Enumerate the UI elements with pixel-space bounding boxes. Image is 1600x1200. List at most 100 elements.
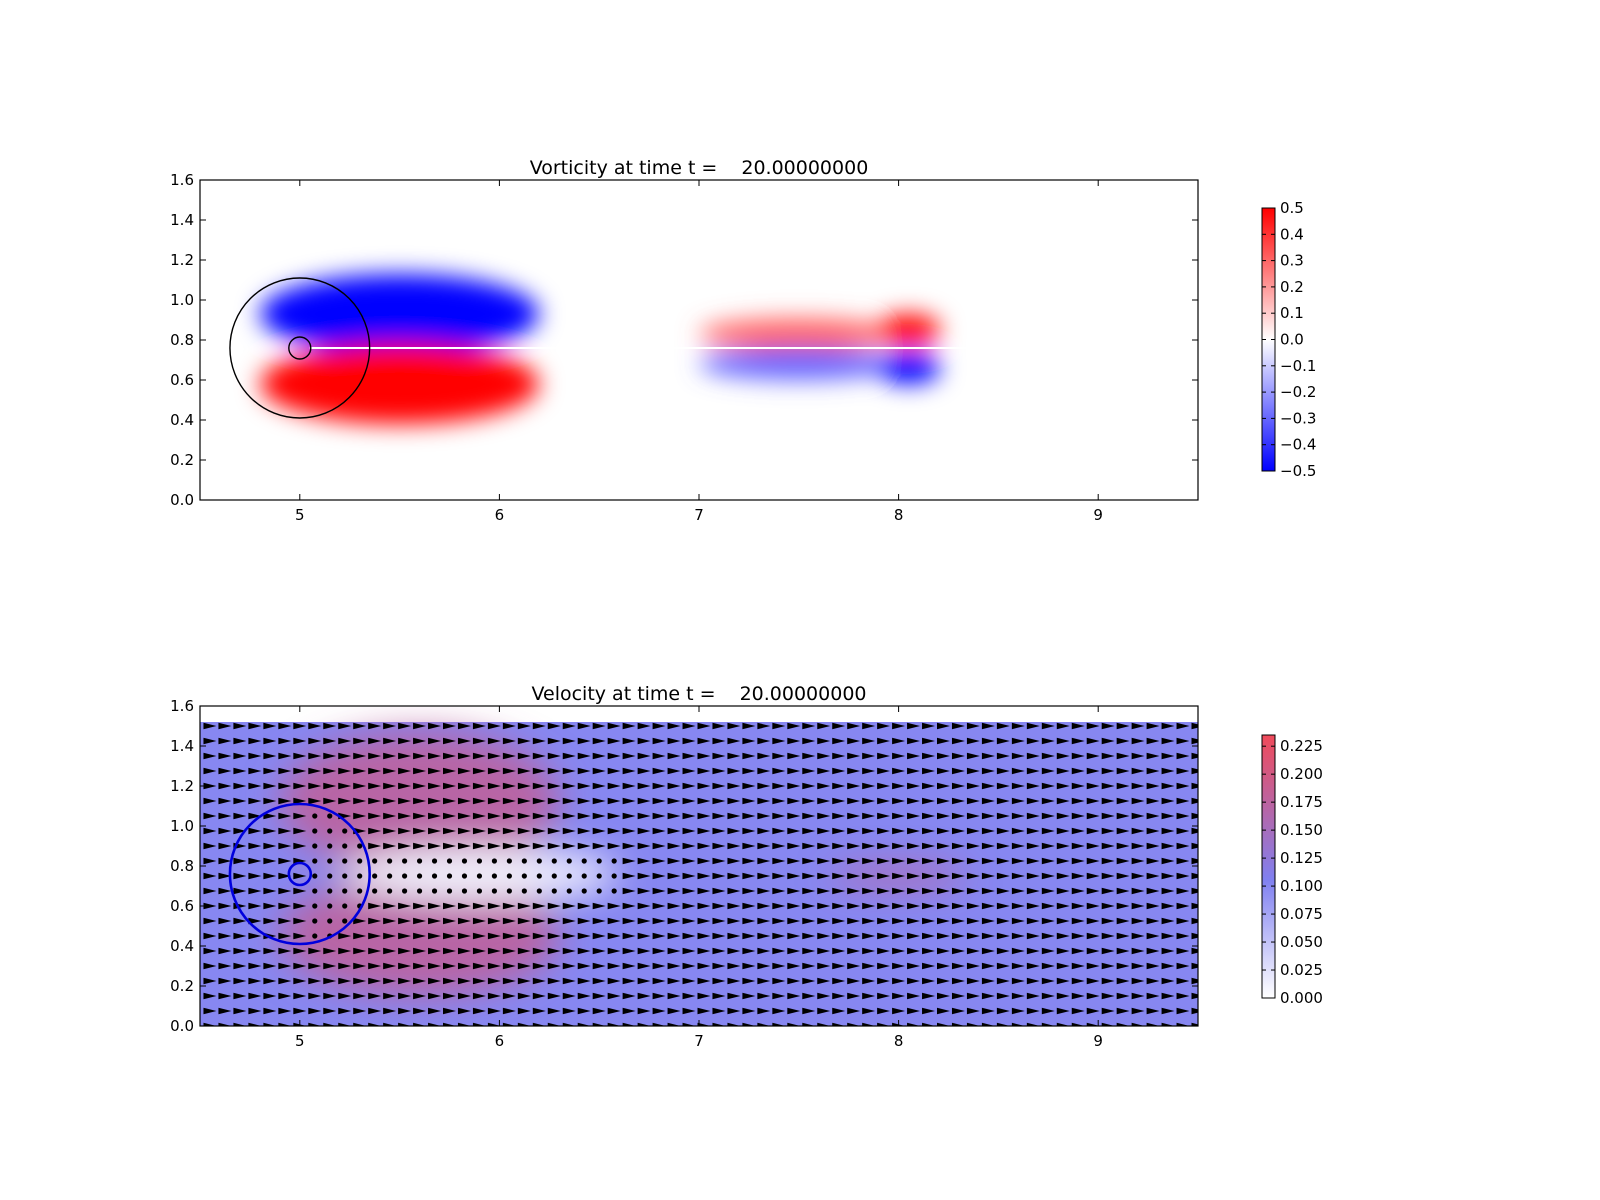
quiver-arrow [667,962,681,970]
quiver-arrow [368,767,382,775]
quiver-arrow [832,827,846,835]
quiver-arrow [263,827,277,835]
quiver-arrow [907,737,921,745]
quiver-arrow [682,902,696,910]
quiver-arrow [712,917,726,925]
quiver-arrow [428,1022,442,1026]
quiver-arrow [922,917,936,925]
quiver-arrow [787,857,801,865]
quiver-dot [536,858,542,864]
quiver-arrow [278,872,292,880]
quiver-arrow [862,887,876,895]
quiver-arrow [457,902,471,910]
colorbar-tick-label: 0.025 [1280,961,1323,979]
quiver-arrow [772,827,786,835]
quiver-arrow [1191,917,1198,925]
quiver-arrow [248,917,262,925]
quiver-arrow [398,737,412,745]
colorbar-tick-label: 0.1 [1280,304,1304,322]
quiver-arrow [652,782,666,790]
quiver-arrow [966,932,980,940]
quiver-arrow [832,842,846,850]
quiver-arrow [742,887,756,895]
vorticity-x-axis: 5 6 7 8 9 [295,180,1103,524]
quiver-arrow [892,797,906,805]
quiver-arrow [937,917,951,925]
quiver-arrow [1026,782,1040,790]
quiver-arrow [248,797,262,805]
quiver-arrow [443,962,456,970]
quiver-arrow [981,887,995,895]
quiver-arrow [1056,1022,1070,1026]
quiver-arrow [443,812,456,820]
quiver-arrow [1086,992,1100,1000]
quiver-arrow [1191,992,1198,1000]
quiver-arrow [293,767,307,775]
quiver-arrow [787,737,801,745]
quiver-arrow [517,932,531,940]
quiver-arrow [742,992,756,1000]
quiver-arrow [847,767,861,775]
quiver-arrow [532,902,546,910]
quiver-arrow [1191,752,1198,760]
quiver-arrow [652,887,666,895]
quiver-arrow [1161,872,1175,880]
quiver-arrow [907,827,921,835]
quiver-arrow [922,797,936,805]
quiver-arrow [1101,1007,1115,1015]
quiver-arrow [757,782,771,790]
quiver-arrow [1176,812,1190,820]
quiver-arrow [1086,917,1100,925]
quiver-arrow [996,752,1010,760]
quiver-arrow [532,977,546,985]
quiver-arrow [877,887,891,895]
quiver-arrow [1161,857,1175,865]
quiver-arrow [877,842,891,850]
quiver-arrow [652,947,666,955]
quiver-arrow [862,977,876,985]
quiver-arrow [1131,992,1145,1000]
quiver-arrow [1116,962,1130,970]
quiver-arrow [218,992,232,1000]
quiver-arrow [398,827,412,835]
quiver-arrow [413,737,427,745]
quiver-arrow [772,722,786,730]
quiver-arrow [622,812,636,820]
quiver-arrow [907,962,921,970]
quiver-arrow [562,1022,576,1026]
quiver-arrow [1146,737,1160,745]
quiver-arrow [1176,827,1190,835]
quiver-arrow [562,737,576,745]
quiver-dot [551,888,557,894]
quiver-arrow [727,842,741,850]
quiver-arrow [742,782,756,790]
quiver-arrow [1101,752,1115,760]
quiver-arrow [1116,932,1130,940]
quiver-arrow [248,932,262,940]
quiver-arrow [922,872,936,880]
quiver-arrow [847,722,861,730]
vorticity-field-region-1 [259,344,540,424]
quiver-arrow [772,917,786,925]
quiver-arrow [667,992,681,1000]
vorticity-colorbar: 0.5 0.4 0.3 0.2 0.1 0.0 −0.1 −0.2 −0.3 −0.4 −0.5 [1261,199,1316,480]
quiver-arrow [323,1007,337,1015]
quiver-arrow [562,827,576,835]
quiver-dot [372,858,378,864]
quiver-arrow [892,872,906,880]
quiver-arrow [263,722,277,730]
quiver-arrow [577,962,591,970]
quiver-arrow [1101,857,1115,865]
quiver-arrow [772,857,786,865]
quiver-arrow [383,842,397,850]
quiver-arrow [1056,962,1070,970]
quiver-arrow [278,947,292,955]
y-tick-label: 0.2 [170,977,194,995]
quiver-arrow [1026,812,1040,820]
quiver-arrow [697,812,711,820]
quiver-arrow [787,752,801,760]
quiver-arrow [1071,1007,1085,1015]
quiver-arrow [951,722,965,730]
quiver-arrow [1056,1007,1070,1015]
quiver-dot [401,858,408,864]
